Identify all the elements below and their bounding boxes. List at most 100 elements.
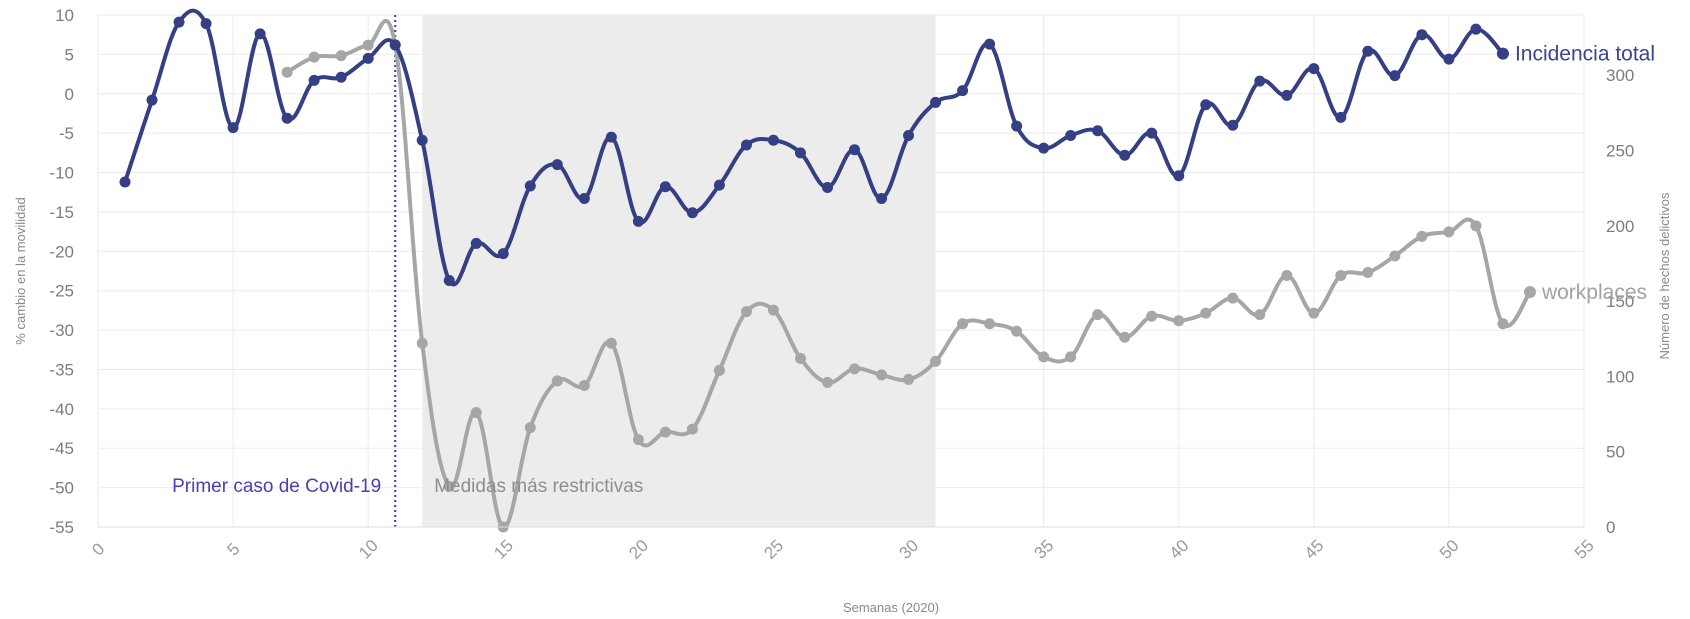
data-point xyxy=(740,139,752,151)
data-point xyxy=(1389,70,1401,82)
data-point xyxy=(713,179,725,191)
data-point xyxy=(335,71,347,83)
data-point xyxy=(876,369,888,381)
y-left-tick-label: 10 xyxy=(55,6,74,25)
x-tick-label: 50 xyxy=(1436,536,1463,563)
data-point xyxy=(362,39,374,51)
y-right-tick-label: 150 xyxy=(1606,292,1634,311)
restrictive-measures-label: Medidas más restrictivas xyxy=(434,476,643,497)
data-point xyxy=(1254,309,1266,321)
data-point xyxy=(200,18,212,30)
data-point xyxy=(551,375,563,387)
covid-first-case-label: Primer caso de Covid-19 xyxy=(172,476,381,497)
y-right-tick-label: 250 xyxy=(1606,142,1634,161)
data-point xyxy=(1065,130,1077,142)
data-point xyxy=(849,363,861,375)
data-point xyxy=(1227,292,1239,304)
data-point xyxy=(767,304,779,316)
data-point xyxy=(1038,351,1050,363)
data-point xyxy=(1227,119,1239,131)
data-point xyxy=(903,373,915,385)
data-point xyxy=(903,130,915,142)
data-point xyxy=(686,423,698,435)
y-left-tick-label: -25 xyxy=(49,282,74,301)
data-point xyxy=(1281,89,1293,101)
data-point xyxy=(1523,286,1536,299)
x-tick-label: 10 xyxy=(355,536,382,563)
y-left-tick-label: -10 xyxy=(49,164,74,183)
data-point xyxy=(740,306,752,318)
x-axis-title: Semanas (2020) xyxy=(843,600,939,615)
data-point xyxy=(1470,220,1482,232)
data-point xyxy=(1173,315,1185,327)
x-tick-label: 5 xyxy=(223,539,243,559)
y-left-tick-label: -55 xyxy=(49,518,74,537)
data-point xyxy=(876,193,888,205)
data-point xyxy=(1497,318,1509,330)
data-point xyxy=(1443,53,1455,65)
data-point xyxy=(416,134,428,146)
x-tick-label: 45 xyxy=(1301,536,1328,563)
data-point xyxy=(551,159,563,171)
data-point xyxy=(416,337,428,349)
y-right-axis-title: Número de hechos delictivos xyxy=(1657,192,1672,359)
data-point xyxy=(930,355,942,367)
data-point xyxy=(578,193,590,205)
data-point xyxy=(984,318,996,330)
data-point xyxy=(1092,125,1104,137)
shaded-region-layer xyxy=(422,15,936,527)
data-point xyxy=(1011,325,1023,337)
data-point xyxy=(308,74,320,86)
data-point xyxy=(957,85,969,97)
data-point xyxy=(1200,307,1212,319)
data-point xyxy=(767,134,779,146)
data-point xyxy=(1281,270,1293,282)
data-point xyxy=(1038,142,1050,154)
series-label: Incidencia total xyxy=(1515,43,1655,66)
x-tick-label: 0 xyxy=(88,539,108,559)
data-point xyxy=(470,407,482,419)
y-left-tick-label: -5 xyxy=(59,124,74,143)
data-point xyxy=(1470,23,1482,35)
data-point xyxy=(119,176,131,188)
data-point xyxy=(443,480,455,492)
data-point xyxy=(254,28,266,40)
y-right-tick-label: 50 xyxy=(1606,443,1625,462)
y-left-tick-label: -40 xyxy=(49,400,74,419)
x-tick-label: 35 xyxy=(1031,536,1058,563)
x-tick-label: 30 xyxy=(895,536,922,563)
data-point xyxy=(1146,310,1158,322)
data-point xyxy=(984,38,996,50)
data-point xyxy=(659,181,671,193)
series-layer xyxy=(119,8,1536,533)
data-point xyxy=(1308,63,1320,75)
data-point xyxy=(930,96,942,108)
data-point xyxy=(362,52,374,64)
data-point xyxy=(1496,47,1509,60)
data-point xyxy=(389,39,401,51)
y-left-tick-label: 5 xyxy=(65,45,74,64)
data-point xyxy=(1011,120,1023,132)
data-point xyxy=(443,274,455,286)
data-point xyxy=(1335,270,1347,282)
data-point xyxy=(605,337,617,349)
y-left-axis-title: % cambio en la movilidad xyxy=(13,197,28,344)
data-point xyxy=(1119,149,1131,161)
y-right-tick-label: 0 xyxy=(1606,518,1615,537)
data-point xyxy=(308,51,320,63)
y-right-tick-label: 200 xyxy=(1606,217,1634,236)
x-tick-label: 55 xyxy=(1571,536,1598,563)
data-point xyxy=(1146,127,1158,139)
data-point xyxy=(281,66,293,78)
x-tick-label: 40 xyxy=(1166,536,1193,563)
data-point xyxy=(1416,230,1428,242)
data-point xyxy=(632,434,644,446)
data-point xyxy=(849,144,861,156)
data-point xyxy=(1119,331,1131,343)
y-left-tick-label: -50 xyxy=(49,479,74,498)
data-point xyxy=(1416,29,1428,41)
data-point xyxy=(1092,309,1104,321)
restrictive-measures-region xyxy=(422,15,936,527)
